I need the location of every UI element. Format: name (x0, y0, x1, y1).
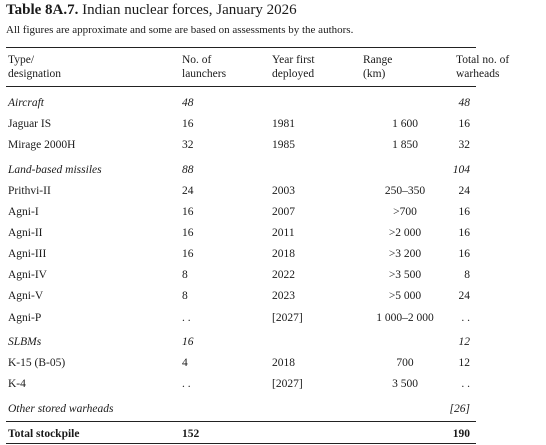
row-label: Prithvi-II (8, 185, 51, 197)
column-header: Year first (272, 54, 315, 66)
table-cell: 1 000–2 000 (376, 312, 434, 324)
total-rule (6, 421, 476, 422)
table-cell: 16 (458, 227, 471, 239)
table-cell: 700 (396, 357, 414, 369)
header-rule (6, 86, 476, 87)
table-cell: [2027] (272, 378, 303, 390)
table-label: Table 8A.7. (6, 2, 79, 18)
row-label: Agni-II (8, 227, 43, 239)
row-label: SLBMs (8, 336, 42, 348)
table-cell: 32 (458, 139, 471, 151)
row-label: Other stored warheads (8, 403, 114, 415)
table-cell: >2 000 (388, 227, 422, 239)
table-cell: 104 (452, 164, 470, 176)
table-cell: . . (461, 378, 470, 390)
table-cell: 8 (464, 269, 470, 281)
table-cell: [26] (449, 403, 470, 415)
column-header: Type/ (8, 54, 35, 66)
table-cell: 1985 (272, 139, 295, 151)
table-note: All figures are approximate and some are… (6, 24, 354, 36)
table-cell: 1 600 (392, 118, 418, 130)
column-header: Total no. of (456, 54, 510, 66)
row-label: Land-based missiles (8, 164, 102, 176)
table-cell: 152 (182, 428, 200, 440)
table-cell: 3 500 (392, 378, 418, 390)
table-cell: 2003 (272, 185, 295, 197)
row-label: Jaguar IS (8, 118, 52, 130)
table-cell: [2027] (272, 312, 303, 324)
column-header: deployed (272, 68, 315, 80)
table-cell: . . (182, 378, 191, 390)
table-cell: 48 (182, 97, 194, 109)
column-header: launchers (182, 68, 227, 80)
column-header: warheads (456, 68, 500, 80)
table-title: Table 8A.7. Indian nuclear forces, Janua… (6, 2, 297, 19)
table-cell: 48 (458, 97, 471, 109)
table-cell: 16 (182, 248, 194, 260)
table-cell: 16 (458, 206, 471, 218)
table-cell: 2018 (272, 248, 295, 260)
table-cell: 2022 (272, 269, 295, 281)
table-cell: 2011 (272, 227, 295, 239)
table-cell: 2018 (272, 357, 295, 369)
row-label: Mirage 2000H (8, 139, 76, 151)
row-label: Agni-IV (8, 269, 47, 281)
table-cell: 1981 (272, 118, 295, 130)
table-caption: Indian nuclear forces, January 2026 (82, 2, 297, 18)
table-cell: 12 (458, 357, 471, 369)
top-rule (6, 47, 476, 48)
row-label: Agni-I (8, 206, 39, 218)
table-cell: 2007 (272, 206, 295, 218)
table-cell: 88 (182, 164, 194, 176)
table-cell: >3 200 (388, 248, 422, 260)
table-cell: 4 (182, 357, 188, 369)
column-header: Range (363, 54, 393, 66)
table-cell: >5 000 (388, 290, 422, 302)
table-cell: 16 (182, 118, 194, 130)
row-label: Agni-III (8, 248, 47, 260)
table-cell: 24 (458, 185, 471, 197)
table-cell: 16 (458, 248, 471, 260)
table-cell: >700 (393, 206, 417, 218)
bottom-rule (6, 443, 476, 444)
column-header: No. of (182, 54, 212, 66)
table-cell: 8 (182, 290, 188, 302)
table-cell: 16 (182, 336, 194, 348)
row-label: Agni-P (8, 312, 42, 324)
row-label: Total stockpile (8, 428, 80, 440)
table-cell: 24 (182, 185, 194, 197)
table-cell: 24 (458, 290, 471, 302)
table-cell: 16 (458, 118, 471, 130)
table-cell: 2023 (272, 290, 295, 302)
table-cell: 8 (182, 269, 188, 281)
table-cell: 32 (182, 139, 194, 151)
row-label: Aircraft (8, 97, 44, 109)
row-label: K-4 (8, 378, 26, 390)
column-header: designation (8, 68, 62, 80)
table-cell: 16 (182, 227, 194, 239)
column-header: (km) (363, 68, 386, 80)
table-cell: . . (461, 312, 470, 324)
row-label: K-15 (B-05) (8, 357, 66, 369)
table-cell: 1 850 (392, 139, 418, 151)
table-cell: 16 (182, 206, 194, 218)
table-cell: 250–350 (384, 185, 426, 197)
table-cell: >3 500 (388, 269, 422, 281)
table-cell: 190 (452, 428, 470, 440)
table-cell: . . (182, 312, 191, 324)
table-cell: 12 (458, 336, 471, 348)
row-label: Agni-V (8, 290, 44, 302)
